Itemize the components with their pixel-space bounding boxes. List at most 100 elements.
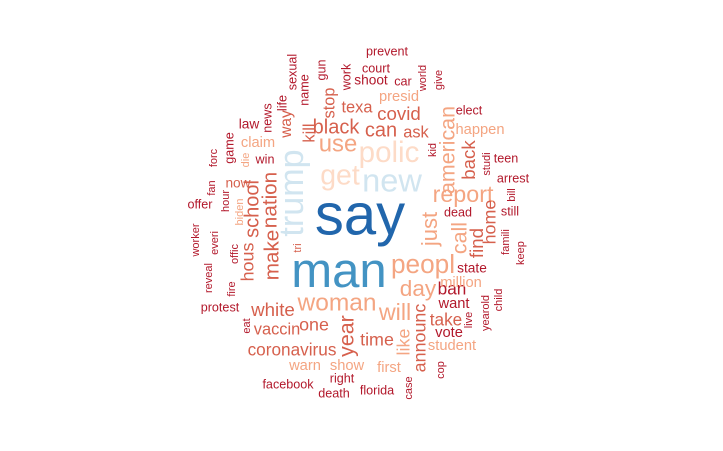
word-worker: worker bbox=[190, 223, 202, 257]
word-kid: kid bbox=[427, 143, 439, 157]
word-like: like bbox=[394, 329, 414, 356]
word-million: million bbox=[440, 275, 482, 291]
word-still: still bbox=[501, 204, 519, 218]
word-eat: eat bbox=[241, 318, 253, 333]
word-give: give bbox=[433, 70, 445, 90]
word-can: can bbox=[365, 119, 397, 141]
word-take: take bbox=[430, 310, 463, 330]
word-want: want bbox=[437, 296, 469, 312]
word-make: make bbox=[260, 230, 283, 281]
word-use: use bbox=[319, 130, 358, 157]
word-kill: kill bbox=[300, 123, 318, 142]
word-just: just bbox=[417, 212, 442, 247]
word-offic: offic bbox=[229, 244, 241, 264]
word-texa: texa bbox=[342, 98, 374, 116]
word-warn: warn bbox=[288, 358, 321, 374]
word-happen: happen bbox=[455, 122, 504, 138]
word-fire: fire bbox=[226, 281, 238, 296]
word-yearold: yearold bbox=[480, 295, 492, 331]
word-keep: keep bbox=[515, 241, 527, 265]
word-case: case bbox=[403, 376, 415, 399]
word-covid: covid bbox=[377, 103, 421, 124]
word-florida: florida bbox=[360, 383, 394, 397]
word-elect: elect bbox=[456, 103, 483, 117]
word-right: right bbox=[330, 371, 355, 385]
word-white: white bbox=[250, 299, 295, 320]
word-bill: bill bbox=[506, 188, 518, 201]
word-coronavirus: coronavirus bbox=[248, 340, 337, 360]
word-child: child bbox=[493, 289, 505, 312]
word-get: get bbox=[320, 160, 360, 192]
word-biden: biden bbox=[234, 199, 246, 226]
word-win: win bbox=[255, 152, 275, 166]
word-world: world bbox=[417, 65, 429, 92]
word-hous: hous bbox=[238, 243, 258, 282]
word-back: back bbox=[458, 140, 479, 180]
word-time: time bbox=[360, 330, 394, 350]
word-car: car bbox=[394, 74, 412, 88]
word-work: work bbox=[339, 63, 353, 91]
word-forc: forc bbox=[208, 148, 220, 167]
word-first: first bbox=[377, 360, 401, 376]
word-find: find bbox=[466, 228, 487, 258]
word-studi: studi bbox=[481, 152, 493, 175]
word-one: one bbox=[299, 315, 329, 335]
word-law: law bbox=[239, 117, 260, 132]
word-court: court bbox=[362, 61, 390, 75]
word-facebook: facebook bbox=[262, 377, 314, 391]
word-cop: cop bbox=[435, 361, 447, 379]
word-claim: claim bbox=[241, 135, 275, 151]
word-way: way bbox=[278, 110, 295, 139]
word-offer: offer bbox=[188, 197, 213, 211]
word-game: game bbox=[222, 132, 236, 164]
word-new: new bbox=[362, 162, 422, 199]
word-gun: gun bbox=[314, 59, 328, 80]
word-tri: tri bbox=[292, 243, 304, 252]
word-show: show bbox=[330, 358, 365, 374]
word-shoot: shoot bbox=[354, 73, 388, 88]
word-live: live bbox=[463, 312, 475, 329]
word-ask: ask bbox=[403, 123, 429, 141]
word-famili: famili bbox=[500, 229, 512, 255]
word-woman: woman bbox=[297, 289, 377, 316]
word-peopl: peopl bbox=[391, 249, 455, 279]
word-presid: presid bbox=[379, 89, 419, 105]
word-announc: announc bbox=[410, 304, 430, 373]
word-year: year bbox=[335, 315, 359, 357]
word-news: news bbox=[260, 103, 274, 132]
word-name: name bbox=[297, 74, 311, 106]
word-dead: dead bbox=[444, 205, 472, 219]
word-die: die bbox=[240, 153, 252, 168]
word-everi: everi bbox=[209, 231, 221, 255]
word-fan: fan bbox=[206, 180, 218, 195]
word-school: school bbox=[241, 180, 263, 238]
word-say: say bbox=[315, 182, 405, 247]
word-state: state bbox=[457, 261, 487, 276]
word-teen: teen bbox=[494, 151, 519, 165]
word-student: student bbox=[428, 338, 476, 354]
word-polic: polic bbox=[359, 136, 420, 169]
word-protest: protest bbox=[201, 300, 240, 314]
word-man: man bbox=[291, 244, 387, 298]
word-hour: hour bbox=[220, 190, 232, 212]
word-prevent: prevent bbox=[366, 44, 409, 58]
word-reveal: reveal bbox=[203, 263, 215, 293]
word-black: black bbox=[313, 116, 361, 138]
word-trump: trump bbox=[273, 149, 311, 236]
word-day: day bbox=[400, 276, 437, 301]
word-report: report bbox=[433, 181, 494, 207]
word-call: call bbox=[448, 222, 472, 254]
word-sexual: sexual bbox=[285, 54, 299, 90]
word-american: american bbox=[436, 106, 460, 194]
word-vote: vote bbox=[435, 325, 463, 341]
word-vaccin: vaccin bbox=[254, 320, 300, 338]
word-stop: stop bbox=[320, 88, 338, 119]
word-home: home bbox=[480, 200, 500, 245]
word-ban: ban bbox=[438, 279, 467, 299]
word-will: will bbox=[378, 299, 411, 325]
word-nation: nation bbox=[258, 172, 281, 228]
word-life: life bbox=[275, 95, 289, 111]
word-now: now bbox=[225, 176, 250, 191]
